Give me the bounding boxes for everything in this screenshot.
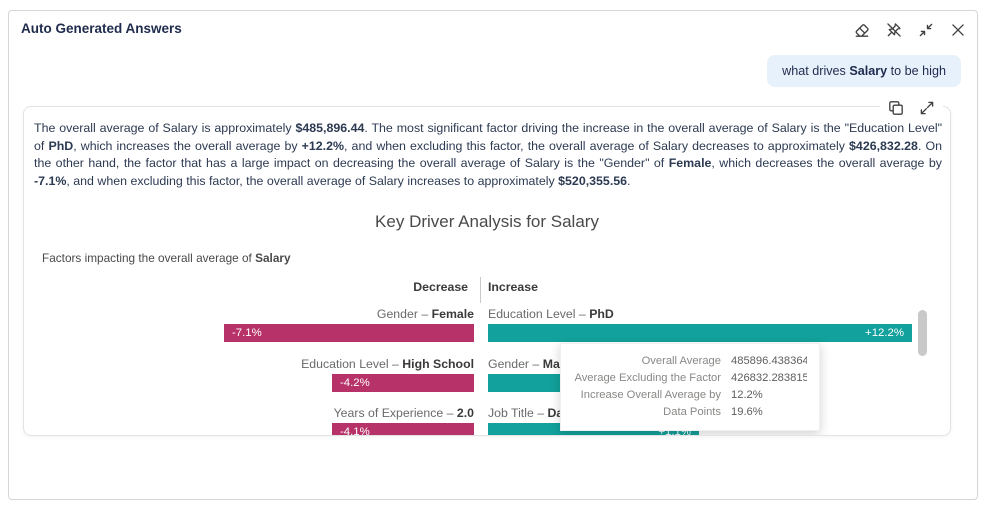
answer-card-toolbar [880, 95, 943, 121]
increase-factor-label: Education Level – PhD [488, 307, 614, 321]
chart-subtitle-prefix: Factors impacting the overall average of [42, 251, 256, 265]
tooltip-grid: Overall Average 485896.43836478 Average Ex… [573, 353, 807, 421]
chart-scrollbar-thumb[interactable] [918, 310, 927, 356]
chart-subtitle: Factors impacting the overall average of… [42, 251, 291, 265]
tooltip-label: Overall Average [641, 355, 721, 367]
decrease-bar[interactable]: -4.1% [332, 423, 474, 435]
answer-card: The overall average of Salary is approxi… [23, 106, 951, 436]
decrease-factor-label: Gender – Female [376, 307, 474, 321]
eraser-icon[interactable] [853, 21, 871, 39]
chart-title: Key Driver Analysis for Salary [375, 212, 599, 231]
tooltip-label: Data Points [663, 406, 721, 418]
tooltip-label: Increase Overall Average by [580, 389, 721, 401]
tooltip-value: 12.2% [731, 389, 763, 401]
tooltip-value: 426832.283815… [731, 372, 807, 384]
expand-icon[interactable] [918, 99, 936, 117]
increase-factor-label: Job Title – Dat [488, 406, 568, 420]
decrease-factor-label: Years of Experience – 2.0 [333, 406, 474, 420]
increase-factor-label: Gender – Male [488, 357, 571, 371]
tooltip-value: 485896.43836478 [731, 355, 807, 367]
increase-column-header: Increase [488, 280, 538, 294]
panel-toolbar [853, 21, 967, 39]
tooltip-label: Average Excluding the Factor [574, 372, 721, 384]
copy-icon[interactable] [887, 99, 905, 117]
column-divider [480, 277, 481, 303]
increase-bar[interactable]: +12.2% [488, 324, 912, 342]
tooltip-value: 19.6% [731, 406, 763, 418]
collapse-icon[interactable] [917, 21, 935, 39]
chart-subtitle-measure: Salary [255, 251, 291, 265]
answer-text: The overall average of Salary is approxi… [34, 121, 943, 188]
decrease-bar[interactable]: -4.2% [332, 374, 474, 392]
auto-answers-panel: Auto Generated Answers [8, 10, 978, 500]
decrease-bar[interactable]: -7.1% [224, 324, 474, 342]
chart-tooltip: Overall Average 485896.43836478 Average Ex… [560, 343, 820, 431]
decrease-factor-label: Education Level – High School [301, 357, 474, 371]
pin-off-icon[interactable] [885, 21, 903, 39]
close-icon[interactable] [949, 21, 967, 39]
panel-title: Auto Generated Answers [21, 21, 182, 36]
question-bubble: what drives Salary to be high [767, 55, 961, 87]
decrease-column-header: Decrease [413, 280, 468, 294]
